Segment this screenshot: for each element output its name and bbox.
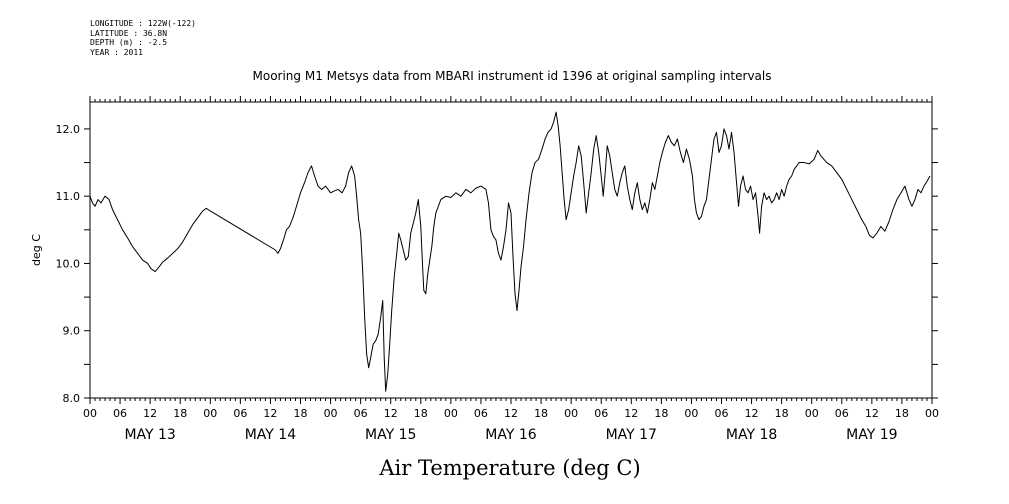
day-label: MAY 17 (606, 427, 657, 443)
x-axis-label: Air Temperature (deg C) (378, 456, 640, 480)
depth-text: DEPTH (m) : -2.5 (90, 38, 168, 47)
y-tick-label: 12.0 (56, 123, 81, 136)
x-tick-label: 18 (775, 407, 789, 420)
plot-frame (89, 101, 933, 399)
day-label: MAY 13 (124, 427, 175, 443)
x-tick-label: 18 (173, 407, 187, 420)
x-tick-label: 12 (263, 407, 277, 420)
x-tick-label: 06 (715, 407, 729, 420)
x-tick-label: 00 (684, 407, 698, 420)
series-line-0 (89, 111, 931, 392)
latitude-text: LATITUDE : 36.8N (90, 28, 168, 38)
x-tick-label: 12 (745, 407, 759, 420)
location-metadata: LONGITUDE : 122W(-122) LATITUDE : 36.8N … (90, 19, 196, 57)
x-tick-label: 12 (143, 407, 157, 420)
y-tick-label: 11.0 (56, 190, 81, 203)
x-tick-label: 12 (384, 407, 398, 420)
x-tick-label: 06 (835, 407, 849, 420)
day-label: MAY 18 (726, 427, 777, 443)
longitude-text: LONGITUDE : 122W(-122) (90, 19, 196, 28)
chart-axes (84, 96, 938, 404)
x-tick-label: 18 (534, 407, 548, 420)
day-label: MAY 19 (846, 427, 897, 443)
x-tick-label: 18 (414, 407, 428, 420)
x-tick-label: 12 (504, 407, 518, 420)
x-tick-label: 00 (805, 407, 819, 420)
chart-labels: 00 06 12 18 00 06 12 18 00 06 12 18 00 06 12 18 00 06 12 18… (56, 123, 940, 443)
x-tick-label: 18 (895, 407, 909, 420)
x-tick-label: 18 (654, 407, 668, 420)
day-label: MAY 16 (485, 427, 536, 443)
x-tick-label: 12 (865, 407, 879, 420)
x-tick-label: 06 (113, 407, 127, 420)
x-tick-label: 00 (203, 407, 217, 420)
y-axis-label: deg C (30, 234, 43, 266)
x-tick-label: 06 (354, 407, 368, 420)
y-tick-label: 9.0 (63, 325, 81, 338)
x-tick-label: 00 (83, 407, 97, 420)
x-tick-label: 18 (294, 407, 308, 420)
x-tick-label: 00 (564, 407, 578, 420)
chart-title: Mooring M1 Metsys data from MBARI instru… (253, 69, 772, 83)
y-tick-label: 8.0 (63, 392, 81, 405)
day-label: MAY 14 (245, 427, 296, 443)
chart-series (89, 111, 931, 392)
x-tick-label: 06 (474, 407, 488, 420)
year-text: YEAR : 2011 (90, 47, 143, 57)
y-tick-label: 10.0 (56, 257, 81, 270)
day-label: MAY 15 (365, 427, 416, 443)
x-tick-label: 06 (233, 407, 247, 420)
x-tick-label: 06 (594, 407, 608, 420)
x-tick-label: 12 (624, 407, 638, 420)
x-tick-label: 00 (444, 407, 458, 420)
x-tick-label: 00 (925, 407, 939, 420)
x-tick-label: 00 (324, 407, 338, 420)
